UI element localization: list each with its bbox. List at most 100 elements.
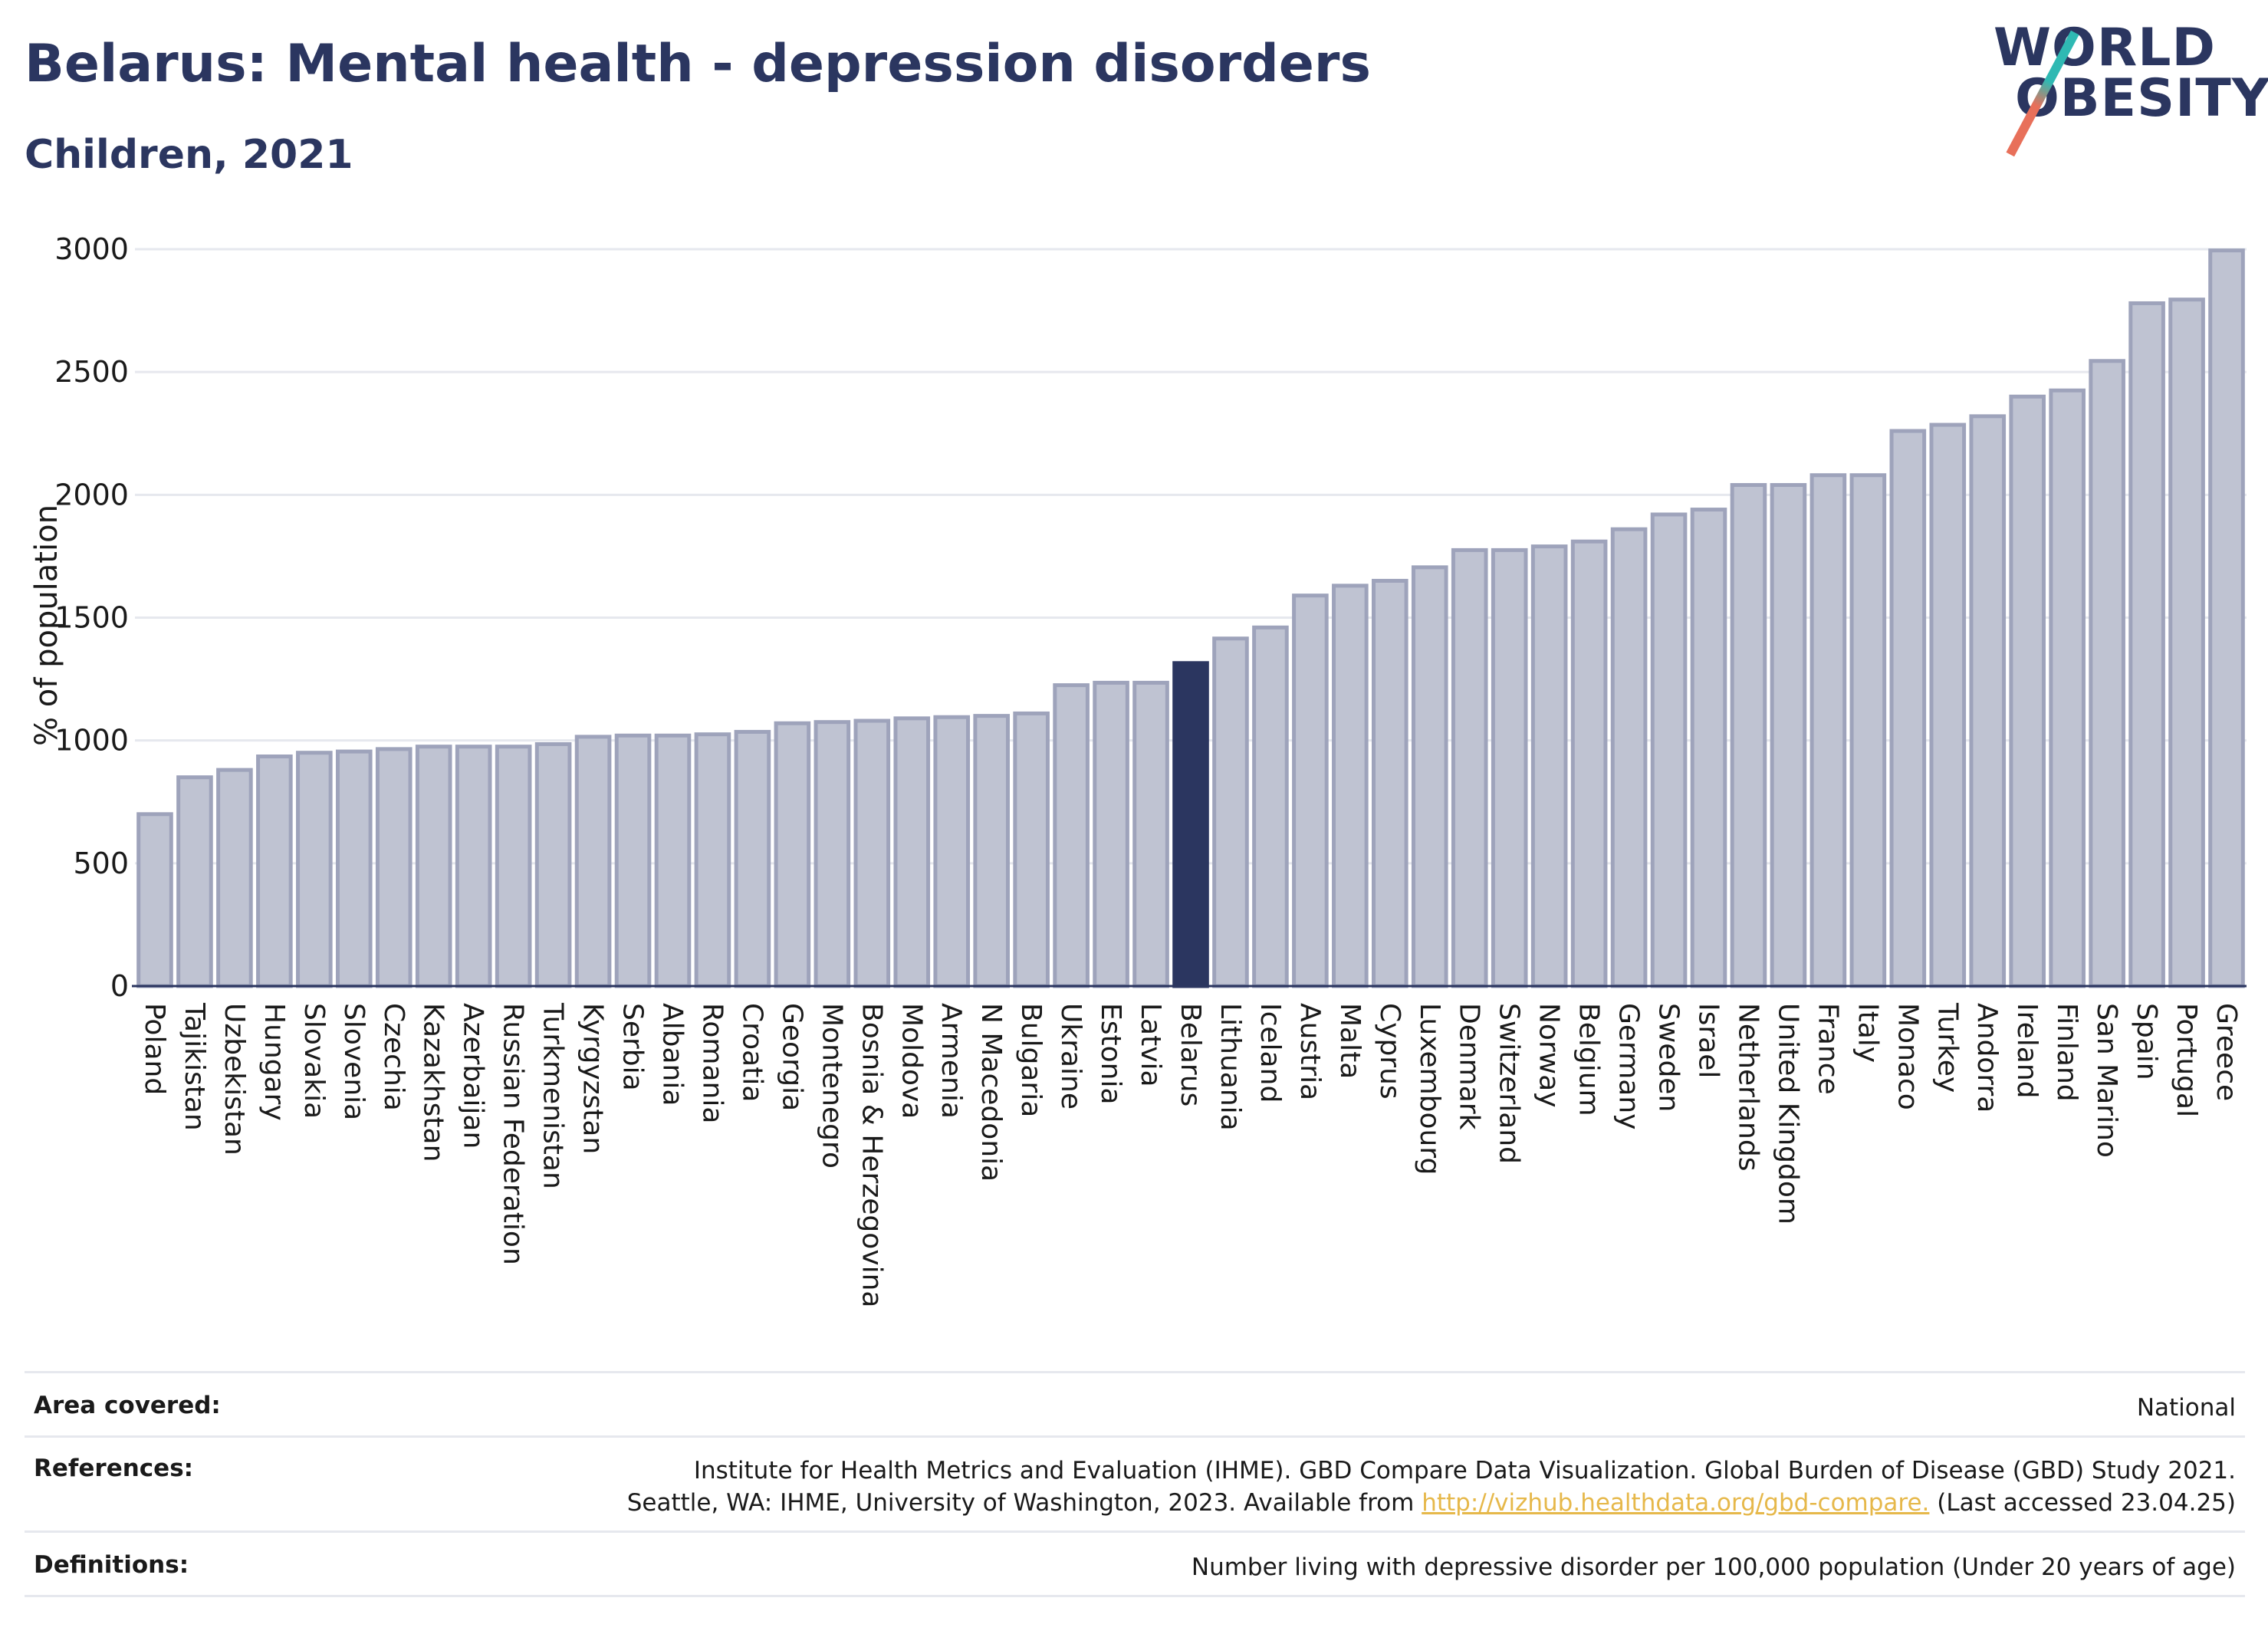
x-tick-bosnia-herzegovina: Bosnia & Herzegovina [856, 1003, 887, 1307]
x-tick-turkey: Turkey [1931, 1002, 1963, 1093]
y-tick-500: 500 [73, 847, 129, 880]
world-obesity-logo: WORLD OBESITY [1994, 18, 2268, 161]
area-covered-value: National [2136, 1394, 2236, 1422]
bar-united-kingdom [1770, 483, 1807, 988]
bar-germany [1610, 527, 1648, 988]
references-link[interactable]: http://vizhub.healthdata.org/gbd-compare… [1422, 1489, 1930, 1517]
bar-monaco [1889, 429, 1927, 988]
y-axis-label: % of population [29, 505, 64, 746]
bar-malta [1332, 584, 1369, 988]
y-tick-1000: 1000 [54, 724, 129, 758]
bar-latvia [1132, 680, 1169, 988]
x-tick-ireland: Ireland [2011, 1003, 2043, 1099]
x-tick-malta: Malta [1334, 1003, 1366, 1079]
x-tick-armenia: Armenia [935, 1003, 967, 1119]
x-tick-israel: Israel [1693, 1003, 1724, 1078]
y-tick-2000: 2000 [54, 478, 129, 511]
bar-montenegro [814, 720, 851, 988]
bar-hungary [256, 754, 293, 988]
bar-belarus [1172, 661, 1209, 988]
references-line-2: Seattle, WA: IHME, University of Washing… [359, 1487, 2236, 1519]
x-tick-denmark: Denmark [1454, 1003, 1485, 1130]
x-tick-monaco: Monaco [1892, 1003, 1923, 1110]
bar-albania [654, 733, 692, 988]
chart-subtitle: Children, 2021 [25, 132, 353, 178]
x-tick-slovakia: Slovakia [298, 1003, 330, 1119]
x-tick-sweden: Sweden [1653, 1003, 1685, 1112]
x-tick-kyrgyzstan: Kyrgyzstan [577, 1003, 609, 1154]
bar-estonia [1093, 680, 1129, 988]
bar-cyprus [1372, 578, 1408, 988]
x-tick-slovenia: Slovenia [338, 1003, 370, 1120]
chart-title: Belarus: Mental health - depression diso… [25, 34, 1371, 94]
bar-portugal [2168, 298, 2205, 988]
bar-romania [694, 732, 731, 988]
bar-bulgaria [1013, 711, 1050, 988]
x-tick-kazakhstan: Kazakhstan [418, 1003, 449, 1162]
bar-croatia [734, 729, 771, 988]
x-tick-albania: Albania [656, 1003, 688, 1106]
x-tick-italy: Italy [1852, 1003, 1883, 1063]
bar-italy [1849, 473, 1887, 988]
bar-russian-federation [495, 745, 532, 988]
info-table: Area covered: National References: Insti… [25, 1371, 2245, 1597]
x-tick-bulgaria: Bulgaria [1015, 1003, 1047, 1117]
x-tick-cyprus: Cyprus [1374, 1003, 1405, 1100]
x-tick-n-macedonia: N Macedonia [975, 1003, 1007, 1182]
x-tick-andorra: Andorra [1971, 1003, 2003, 1113]
bar-moldova [893, 716, 931, 988]
bar-n-macedonia [973, 714, 1010, 988]
references-text-post: (Last accessed 23.04.25) [1929, 1489, 2236, 1517]
bar-serbia [614, 733, 652, 988]
x-tick-finland: Finland [2051, 1003, 2082, 1102]
x-tick-belarus: Belarus [1175, 1003, 1206, 1106]
bar-lithuania [1212, 636, 1249, 988]
x-tick-spain: Spain [2131, 1003, 2162, 1080]
bar-israel [1690, 508, 1727, 988]
x-tick-greece: Greece [2210, 1003, 2242, 1101]
bar-san-marino [2089, 359, 2125, 988]
x-tick-serbia: Serbia [617, 1003, 649, 1091]
x-tick-france: France [1812, 1003, 1843, 1095]
bar-slovenia [335, 749, 373, 988]
bar-andorra [1969, 414, 2007, 988]
y-tick-3000: 3000 [54, 232, 129, 266]
bar-belgium [1570, 539, 1608, 988]
x-tick-portugal: Portugal [2171, 1003, 2202, 1117]
bar-austria [1292, 593, 1329, 988]
bar-luxembourg [1411, 565, 1448, 988]
bar-iceland [1252, 625, 1289, 988]
bar-czechia [375, 747, 413, 988]
definitions-value: Number living with depressive disorder p… [1191, 1553, 2236, 1581]
x-tick-romania: Romania [696, 1003, 728, 1123]
bar-netherlands [1730, 483, 1767, 988]
bar-azerbaijan [455, 745, 492, 988]
x-tick-hungary: Hungary [258, 1003, 290, 1121]
y-tick-2500: 2500 [54, 355, 129, 389]
definitions-row: Definitions: Number living with depressi… [25, 1531, 2245, 1596]
x-tick-netherlands: Netherlands [1732, 1003, 1763, 1171]
x-tick-georgia: Georgia [776, 1003, 807, 1111]
x-tick-united-kingdom: United Kingdom [1772, 1003, 1803, 1225]
bar-ukraine [1053, 683, 1090, 988]
bar-turkmenistan [534, 741, 572, 988]
x-tick-germany: Germany [1613, 1003, 1645, 1129]
bar-uzbekistan [216, 768, 253, 988]
y-tick-1500: 1500 [54, 601, 129, 635]
bar-tajikistan [176, 775, 213, 988]
references-row: References: Institute for Health Metrics… [25, 1436, 2245, 1532]
bar-ireland [2009, 394, 2046, 988]
x-tick-russian-federation: Russian Federation [498, 1003, 529, 1265]
bar-slovakia [296, 751, 333, 988]
area-covered-row: Area covered: National [25, 1372, 2245, 1437]
x-tick-croatia: Croatia [736, 1003, 768, 1102]
bar-spain [2128, 301, 2165, 988]
bar-sweden [1650, 512, 1688, 988]
bar-bosnia-herzegovina [853, 718, 891, 988]
x-tick-estonia: Estonia [1095, 1003, 1126, 1105]
y-tick-labels: 0 500 1000 1500 2000 2500 3000 [54, 232, 129, 1003]
area-covered-label: Area covered: [34, 1392, 221, 1419]
x-tick-lithuania: Lithuania [1215, 1003, 1246, 1131]
x-tick-turkmenistan: Turkmenistan [537, 1002, 569, 1189]
logo-line-1: WORLD [1994, 18, 2216, 78]
